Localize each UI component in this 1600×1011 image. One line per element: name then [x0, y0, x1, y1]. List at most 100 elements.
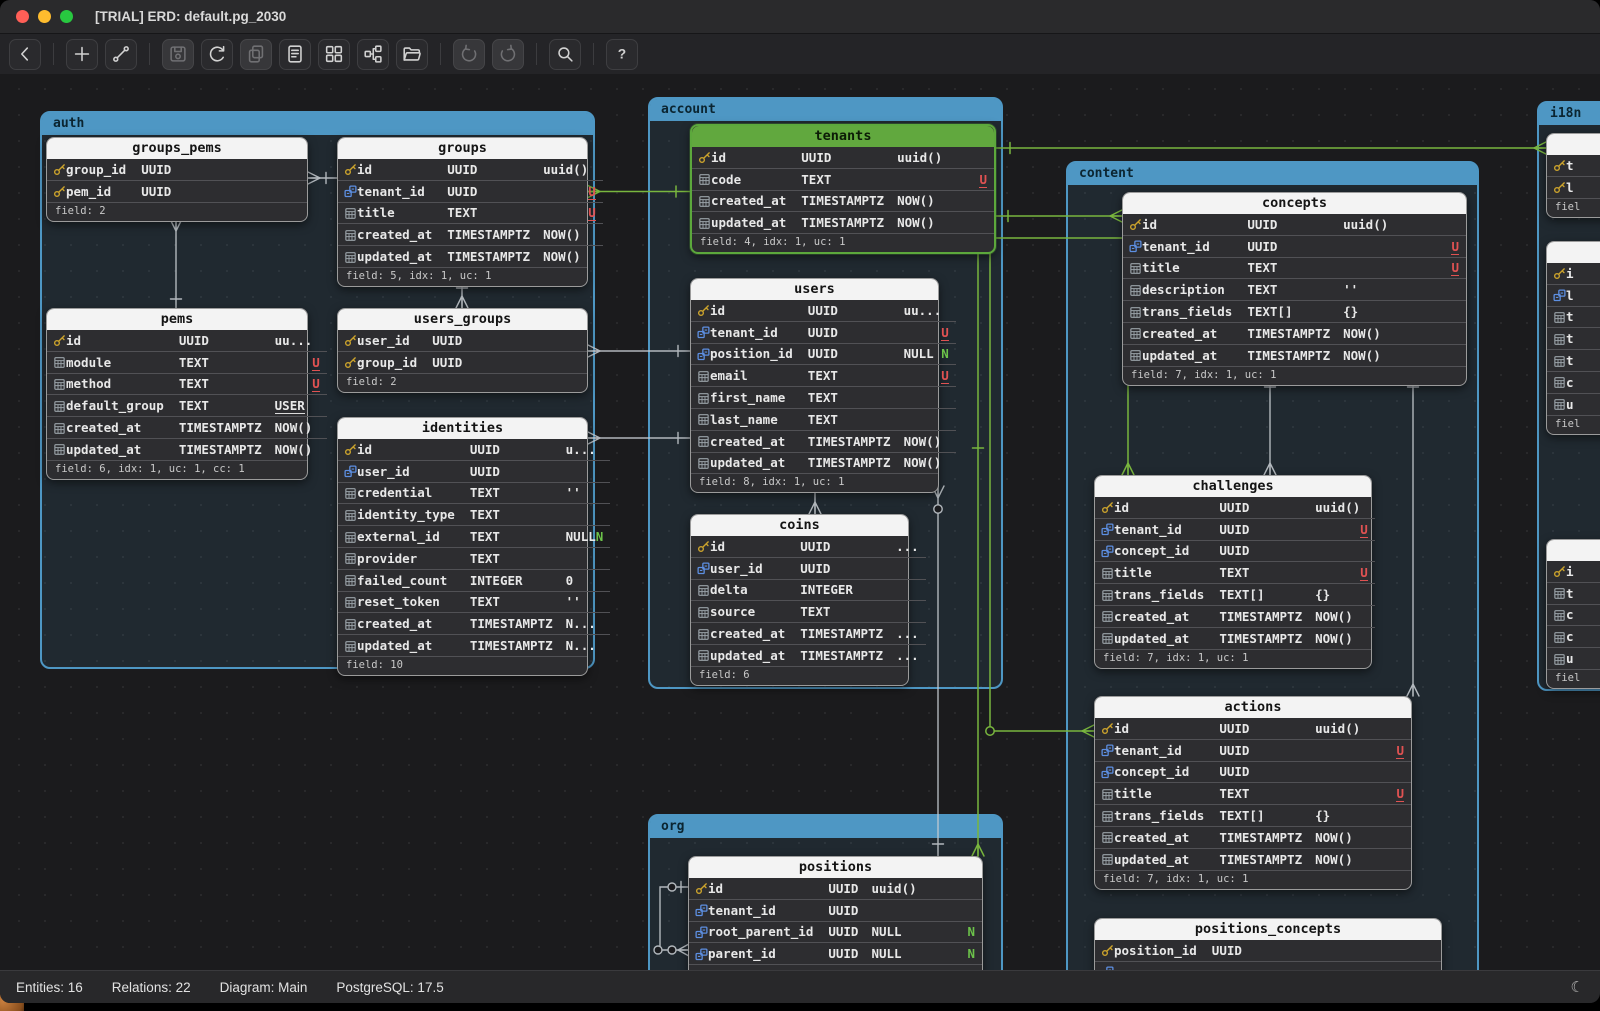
- column-row-created_at[interactable]: created_atTIMESTAMPTZN...: [338, 613, 610, 635]
- column-row-concept_id[interactable]: concept_idUUID: [1095, 761, 1411, 783]
- column-row-u[interactable]: u: [1547, 648, 1600, 669]
- column-row-title[interactable]: titleTEXTU: [338, 202, 603, 224]
- table-title-concepts[interactable]: concepts: [1123, 193, 1466, 214]
- table-title-users[interactable]: users: [691, 279, 938, 300]
- add-table-button[interactable]: [66, 39, 98, 70]
- add-relation-button[interactable]: [105, 39, 137, 70]
- column-row-user_id[interactable]: user_idUUID: [338, 330, 587, 351]
- column-row-user_id[interactable]: user_idUUID: [691, 557, 926, 579]
- column-row-created_at[interactable]: created_atTIMESTAMPTZNOW(): [1123, 322, 1466, 344]
- column-row-reset_token[interactable]: reset_tokenTEXT'': [338, 591, 610, 613]
- schema-group-label-account[interactable]: account: [650, 99, 1001, 121]
- column-row-c[interactable]: c: [1547, 626, 1600, 648]
- entity-table-tenants[interactable]: tenantsidUUIDuuid()codeTEXTUcreated_atTI…: [690, 124, 996, 254]
- dark-mode-icon[interactable]: ☾: [1571, 978, 1584, 996]
- column-row-email[interactable]: emailTEXTU: [691, 365, 956, 387]
- column-row-tenant_id[interactable]: tenant_idUUIDU: [1095, 518, 1375, 540]
- column-row-created_at[interactable]: created_atTIMESTAMPTZNOW(): [1095, 826, 1411, 848]
- column-row-delta[interactable]: deltaINTEGER: [691, 579, 926, 601]
- entity-table-positions_concepts[interactable]: positions_conceptsposition_idUUID: [1094, 918, 1442, 970]
- column-row-l[interactable]: l: [1547, 176, 1600, 197]
- column-row-id[interactable]: idUUIDuuid(): [689, 878, 982, 899]
- column-row-position_id[interactable]: position_idUUIDNULLN: [691, 343, 956, 365]
- column-row-group_id[interactable]: group_idUUID: [47, 159, 307, 180]
- column-row-clipped[interactable]: [1095, 961, 1441, 970]
- column-row-tenant_id[interactable]: tenant_idUUIDU: [1123, 235, 1466, 257]
- table-title-positions[interactable]: positions: [689, 857, 982, 878]
- entity-table-groups_pems[interactable]: groups_pemsgroup_idUUIDpem_idUUIDfield: …: [46, 137, 308, 222]
- column-row-failed_count[interactable]: failed_countINTEGER0: [338, 569, 610, 591]
- column-row-id[interactable]: idUUID...: [691, 536, 926, 557]
- column-row-concept_id[interactable]: concept_idUUID: [1095, 540, 1375, 562]
- column-row-trans_fields[interactable]: trans_fieldsTEXT[]{}: [1095, 805, 1411, 827]
- export-document-button[interactable]: [279, 39, 311, 70]
- column-row-l[interactable]: l: [1547, 284, 1600, 306]
- column-row-id[interactable]: idUUIDuu...: [691, 300, 956, 321]
- table-title-users_groups[interactable]: users_groups: [338, 309, 587, 330]
- column-row-id[interactable]: idUUIDuuid(): [1123, 214, 1466, 235]
- entity-table-users[interactable]: usersidUUIDuu...tenant_idUUIDUposition_i…: [690, 278, 939, 493]
- column-row-default_group[interactable]: default_groupTEXTUSER: [47, 395, 327, 417]
- column-row-identity_type[interactable]: identity_typeTEXT: [338, 504, 610, 526]
- entity-table-users_groups[interactable]: users_groupsuser_idUUIDgroup_idUUIDfield…: [337, 308, 588, 393]
- entity-table-coins[interactable]: coinsidUUID...user_idUUIDdeltaINTEGERsou…: [690, 514, 909, 686]
- table-title-i18n_c[interactable]: [1547, 540, 1600, 561]
- entity-table-concepts[interactable]: conceptsidUUIDuuid()tenant_idUUIDUtitleT…: [1122, 192, 1467, 386]
- table-title-positions_concepts[interactable]: positions_concepts: [1095, 919, 1441, 940]
- column-row-credential[interactable]: credentialTEXT'': [338, 482, 610, 504]
- column-row-created_at[interactable]: created_atTIMESTAMPTZNOW(): [691, 430, 956, 452]
- entity-table-identities[interactable]: identitiesidUUIDu...user_idUUIDcredentia…: [337, 417, 588, 676]
- table-title-identities[interactable]: identities: [338, 418, 587, 439]
- column-row-last_name[interactable]: last_nameTEXT: [691, 408, 956, 430]
- column-row-t[interactable]: t: [1547, 350, 1600, 372]
- column-row-updated_at[interactable]: updated_atTIMESTAMPTZNOW(): [338, 246, 603, 267]
- column-row-t[interactable]: t: [1547, 155, 1600, 176]
- column-row-updated_at[interactable]: updated_atTIMESTAMPTZNOW(): [1095, 848, 1411, 869]
- column-row-t[interactable]: t: [1547, 328, 1600, 350]
- help-button[interactable]: ?: [606, 39, 638, 70]
- column-row-module[interactable]: moduleTEXTU: [47, 351, 327, 373]
- column-row-updated_at[interactable]: updated_atTIMESTAMPTZNOW(): [692, 212, 994, 233]
- column-row-i[interactable]: i: [1547, 263, 1600, 284]
- zoom-button[interactable]: [60, 10, 73, 23]
- column-row-created_at[interactable]: created_atTIMESTAMPTZNOW(): [338, 224, 603, 246]
- column-row-updated_at[interactable]: updated_atTIMESTAMPTZN...: [338, 635, 610, 656]
- entity-table-groups[interactable]: groupsidUUIDuuid()tenant_idUUIDUtitleTEX…: [337, 137, 588, 287]
- refresh-button[interactable]: [201, 39, 233, 70]
- entity-table-i18n_a[interactable]: tlfiel: [1546, 133, 1600, 218]
- open-button[interactable]: [396, 39, 428, 70]
- table-title-challenges[interactable]: challenges: [1095, 476, 1371, 497]
- auto-layout-button[interactable]: [357, 39, 389, 70]
- column-row-t[interactable]: t: [1547, 306, 1600, 328]
- column-row-updated_at[interactable]: updated_atTIMESTAMPTZ...: [691, 644, 926, 665]
- column-row-id[interactable]: idUUIDuuid(): [1095, 718, 1411, 739]
- entity-table-challenges[interactable]: challengesidUUIDuuid()tenant_idUUIDUconc…: [1094, 475, 1372, 669]
- column-row-title[interactable]: titleTEXTU: [1095, 783, 1411, 805]
- column-row-position_id[interactable]: position_idUUID: [1095, 940, 1441, 961]
- column-row-updated_at[interactable]: updated_atTIMESTAMPTZNOW(): [1095, 627, 1375, 648]
- column-row-first_name[interactable]: first_nameTEXT: [691, 387, 956, 409]
- entity-table-pems[interactable]: pemsidUUIDuu...moduleTEXTUmethodTEXTUdef…: [46, 308, 308, 480]
- column-row-code[interactable]: codeTEXTU: [692, 168, 994, 190]
- column-row-tenant_id[interactable]: tenant_idUUIDU: [1095, 739, 1411, 761]
- column-row-group_id[interactable]: group_idUUID: [338, 351, 587, 372]
- schema-group-label-i18n[interactable]: i18n: [1539, 103, 1600, 125]
- column-row-title[interactable]: titleTEXTU: [1123, 257, 1466, 279]
- column-row-c[interactable]: c: [1547, 371, 1600, 393]
- search-button[interactable]: [549, 39, 581, 70]
- entity-table-actions[interactable]: actionsidUUIDuuid()tenant_idUUIDUconcept…: [1094, 696, 1412, 890]
- column-row-i[interactable]: i: [1547, 561, 1600, 582]
- column-row-description[interactable]: descriptionTEXT'': [1123, 279, 1466, 301]
- column-row-id[interactable]: idUUIDuuid(): [1095, 497, 1375, 518]
- column-row-user_id[interactable]: user_idUUID: [338, 460, 610, 482]
- table-title-i18n_b[interactable]: [1547, 242, 1600, 263]
- column-row-id[interactable]: idUUIDuu...: [47, 330, 327, 351]
- back-button[interactable]: [9, 39, 41, 70]
- column-row-source[interactable]: sourceTEXT: [691, 601, 926, 623]
- schema-group-label-auth[interactable]: auth: [42, 113, 593, 135]
- diagram-canvas[interactable]: authgroups_pemsgroup_idUUIDpem_idUUIDfie…: [0, 74, 1600, 970]
- schema-group-label-org[interactable]: org: [650, 816, 1001, 838]
- table-title-tenants[interactable]: tenants: [692, 126, 994, 147]
- column-row-c[interactable]: c: [1547, 604, 1600, 626]
- close-button[interactable]: [16, 10, 29, 23]
